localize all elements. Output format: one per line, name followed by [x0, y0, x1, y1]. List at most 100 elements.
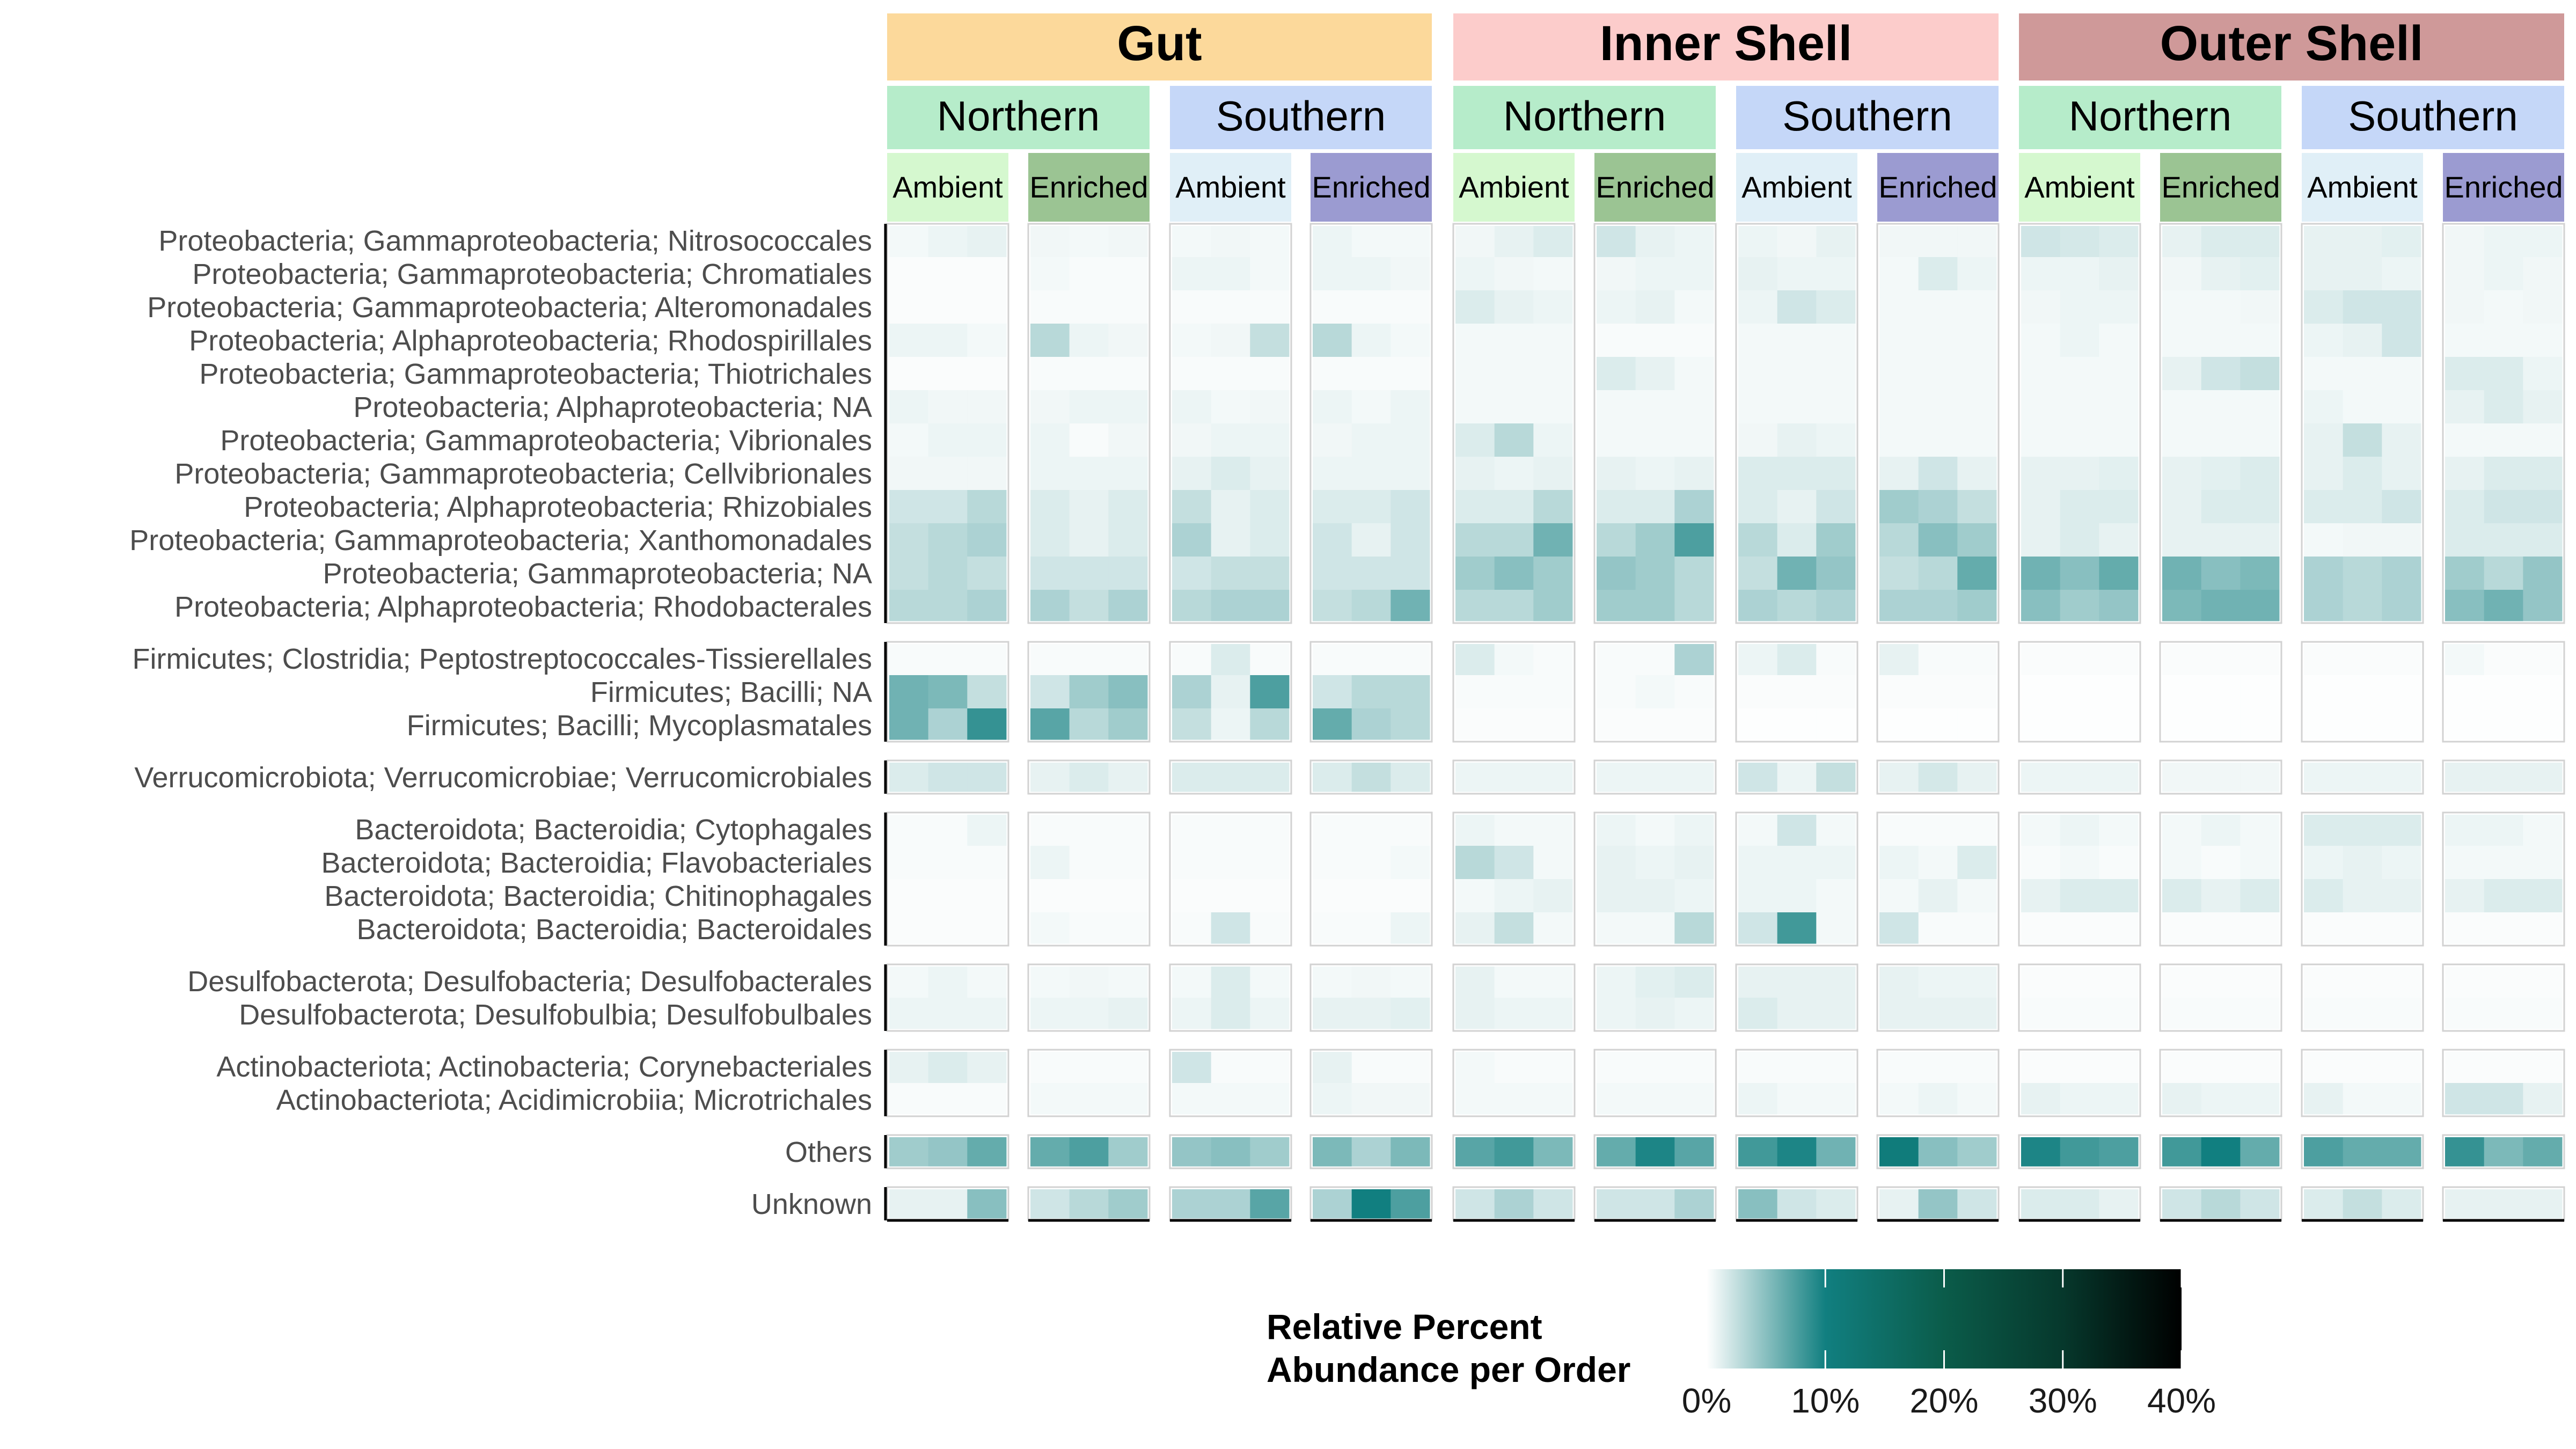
heat-cell: [2445, 708, 2485, 740]
heat-cell: [2382, 423, 2421, 457]
heat-cell: [1816, 846, 1856, 880]
heat-cell: [928, 1052, 968, 1084]
heat-cell: [1816, 998, 1856, 1029]
heat-cell: [1597, 644, 1636, 676]
heat-cell: [1250, 815, 1290, 846]
heat-cell: [1918, 257, 1958, 291]
heat-cell: [1313, 523, 1352, 557]
heat-cell: [1069, 879, 1109, 913]
strip-label-enriched: Enriched: [1878, 170, 1997, 204]
heat-cell: [1738, 998, 1778, 1029]
heat-cell: [1879, 1137, 1919, 1167]
heat-cell: [2523, 290, 2563, 324]
heat-cell: [1069, 644, 1109, 676]
heat-cell: [1250, 644, 1290, 676]
facet-strips: Gut Northern Ambient Enriched Southern Ambien…: [887, 13, 2564, 222]
row-label: Proteobacteria; Gammaproteobacteria; Cel…: [174, 458, 872, 490]
heat-cell: [2162, 1189, 2202, 1219]
heat-cell: [1313, 390, 1352, 424]
heat-cell: [2523, 846, 2563, 880]
heat-cell: [2099, 226, 2139, 258]
heat-cell: [2060, 967, 2099, 998]
heat-cell: [1250, 357, 1290, 391]
heat-cell: [1533, 967, 1573, 998]
heat-cell: [1674, 523, 1714, 557]
heat-cell: [2382, 357, 2421, 391]
heat-cell: [2240, 390, 2280, 424]
heat-cell: [1391, 557, 1430, 590]
heat-cell: [2099, 324, 2139, 357]
heat-cell: [889, 490, 929, 524]
heat-cell: [1918, 590, 1958, 621]
legend-tick-label: 0%: [1682, 1381, 1732, 1420]
heat-cell: [1674, 290, 1714, 324]
heat-cell: [1250, 390, 1290, 424]
heat-cell: [1957, 708, 1997, 740]
heat-cell: [2240, 815, 2280, 846]
heat-cell: [1879, 457, 1919, 491]
row-labels: Proteobacteria; Gammaproteobacteria; Nit…: [129, 225, 872, 1220]
heat-cell: [967, 490, 1007, 524]
heat-cell: [928, 815, 968, 846]
heat-cell: [1313, 1189, 1352, 1219]
heat-cell: [2343, 644, 2382, 676]
strip-gut-northern-ambient: [887, 153, 1008, 222]
heat-cell: [1816, 675, 1856, 709]
heat-cell: [889, 912, 929, 944]
heat-cell: [1918, 815, 1958, 846]
heat-cell: [1879, 1052, 1919, 1084]
heat-cell: [1674, 708, 1714, 740]
heat-cell: [967, 1189, 1007, 1219]
heat-cell: [2445, 1052, 2485, 1084]
heat-cell: [1351, 226, 1391, 258]
heat-cell: [928, 763, 968, 792]
heat-cell: [1777, 457, 1817, 491]
heat-cell: [2382, 523, 2421, 557]
heat-cell: [1250, 1137, 1290, 1167]
heat-cell: [2201, 423, 2241, 457]
heat-cell: [1777, 423, 1817, 457]
heat-cell: [1674, 879, 1714, 913]
heat-cell: [1738, 557, 1778, 590]
heat-cell: [967, 815, 1007, 846]
heat-cell: [1674, 846, 1714, 880]
heat-cell: [928, 846, 968, 880]
heat-cell: [2523, 675, 2563, 709]
heat-cell: [2445, 324, 2485, 357]
heat-cell: [2484, 357, 2523, 391]
heat-cell: [2484, 490, 2523, 524]
heat-cell: [1211, 1083, 1250, 1115]
heat-cell: [2484, 523, 2523, 557]
heat-cell: [928, 390, 968, 424]
heat-cell: [889, 1052, 929, 1084]
heat-cell: [2162, 967, 2202, 998]
heat-cell: [1069, 457, 1109, 491]
heat-cell: [1250, 879, 1290, 913]
heat-cell: [1918, 357, 1958, 391]
heat-cell: [1313, 457, 1352, 491]
heat-cell: [1674, 1137, 1714, 1167]
heat-cell: [2099, 967, 2139, 998]
heat-cell: [1211, 390, 1250, 424]
heat-cell: [1172, 763, 1212, 792]
heat-cell: [1597, 226, 1636, 258]
heat-cell: [2382, 967, 2421, 998]
heat-cell: [1957, 390, 1997, 424]
heat-cell: [2484, 557, 2523, 590]
heat-cell: [2099, 523, 2139, 557]
heat-cell: [1030, 1137, 1070, 1167]
heat-cell: [1494, 226, 1534, 258]
heat-cell: [1030, 457, 1070, 491]
heat-cell: [2201, 1052, 2241, 1084]
heat-cell: [2343, 590, 2382, 621]
heat-cell: [1250, 457, 1290, 491]
heat-cell: [1738, 490, 1778, 524]
heat-cell: [1069, 324, 1109, 357]
heat-cell: [889, 423, 929, 457]
strip-label-ambient: Ambient: [2024, 170, 2135, 204]
heat-cell: [1533, 1083, 1573, 1115]
heat-cell: [1674, 557, 1714, 590]
heat-cell: [2523, 457, 2563, 491]
heat-cell: [2343, 257, 2382, 291]
heat-cell: [1455, 1083, 1495, 1115]
